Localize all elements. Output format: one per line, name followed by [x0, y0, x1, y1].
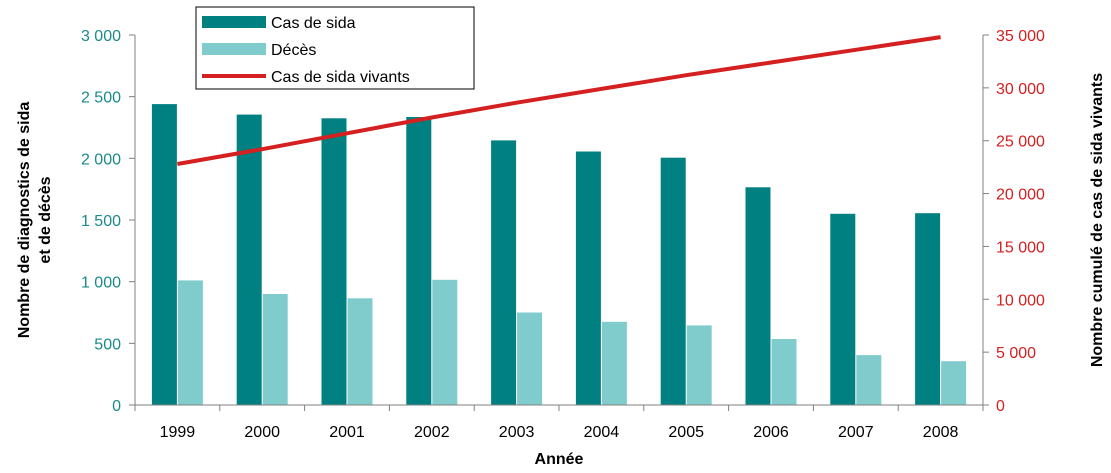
x-tick-label: 2000 — [244, 424, 280, 441]
left-axis-title-line1: Nombre de diagnostics de sida — [16, 102, 33, 339]
left-axis-title-line2: et de décès — [37, 176, 54, 263]
x-axis-ticks: 1999 2000 2001 2002 2003 2004 2005 2006 2007 2008 — [134, 405, 984, 441]
bar-deces-2007 — [856, 355, 882, 405]
bar-deces-2003 — [517, 312, 543, 405]
legend-swatch-deces — [202, 43, 266, 55]
x-tick-label: 2003 — [499, 424, 535, 441]
x-tick-label: 2004 — [584, 424, 620, 441]
x-tick-label: 2008 — [923, 424, 959, 441]
legend-label-deces: Décès — [271, 42, 316, 59]
bar-cas-de-sida-1999 — [151, 104, 177, 405]
bar-deces-2001 — [347, 298, 373, 405]
left-axis-ticks: 0 500 1 000 1 500 2 000 2 500 3 000 — [81, 28, 135, 415]
left-tick-label: 0 — [112, 398, 121, 415]
right-tick-label: 15 000 — [996, 239, 1045, 256]
bar-deces-2002 — [432, 279, 458, 405]
x-axis-title: Année — [535, 451, 584, 468]
bar-cas-de-sida-2007 — [830, 213, 856, 405]
line-cas-de-sida-vivants — [177, 35, 941, 166]
legend-swatch-cas-de-sida — [202, 16, 266, 28]
left-tick-label: 1 000 — [81, 275, 121, 292]
right-tick-label: 5 000 — [996, 345, 1036, 362]
legend-label-cas-de-sida-vivants: Cas de sida vivants — [271, 69, 410, 86]
x-tick-label: 1999 — [160, 424, 196, 441]
left-tick-label: 500 — [94, 336, 121, 353]
x-tick-label: 2005 — [668, 424, 704, 441]
left-tick-label: 3 000 — [81, 28, 121, 45]
bar-deces-1999 — [177, 280, 203, 405]
right-tick-label: 0 — [996, 398, 1005, 415]
x-tick-label: 2007 — [838, 424, 874, 441]
right-axis-title: Nombre cumulé de cas de sida vivants — [1089, 73, 1106, 367]
bar-cas-de-sida-2005 — [660, 157, 686, 405]
bar-deces-2005 — [686, 325, 712, 405]
bar-cas-de-sida-2000 — [236, 114, 262, 405]
bar-deces-2006 — [771, 339, 797, 405]
line-layer — [177, 35, 941, 166]
bar-deces-2004 — [601, 321, 627, 406]
left-tick-label: 1 500 — [81, 213, 121, 230]
bar-cas-de-sida-2001 — [321, 118, 347, 406]
right-tick-label: 20 000 — [996, 187, 1045, 204]
right-tick-label: 25 000 — [996, 134, 1045, 151]
bars-layer — [151, 104, 967, 406]
x-tick-label: 2002 — [414, 424, 450, 441]
right-tick-label: 30 000 — [996, 81, 1045, 98]
legend: Cas de sida Décès Cas de sida vivants — [195, 6, 475, 90]
bar-cas-de-sida-2008 — [915, 213, 941, 405]
bar-cas-de-sida-2003 — [491, 140, 517, 405]
right-tick-label: 35 000 — [996, 28, 1045, 45]
bar-deces-2008 — [941, 361, 967, 405]
left-tick-label: 2 500 — [81, 90, 121, 107]
bar-cas-de-sida-2004 — [575, 151, 601, 405]
right-tick-label: 10 000 — [996, 292, 1045, 309]
left-tick-label: 2 000 — [81, 151, 121, 168]
legend-label-cas-de-sida: Cas de sida — [271, 15, 356, 32]
bar-deces-2000 — [262, 294, 288, 405]
x-tick-label: 2006 — [753, 424, 789, 441]
x-tick-label: 2001 — [329, 424, 365, 441]
bar-cas-de-sida-2006 — [745, 187, 771, 405]
right-axis-ticks: 0 5 000 10 000 15 000 20 000 25 000 30 000 35 0… — [983, 28, 1045, 415]
bar-cas-de-sida-2002 — [406, 117, 432, 405]
